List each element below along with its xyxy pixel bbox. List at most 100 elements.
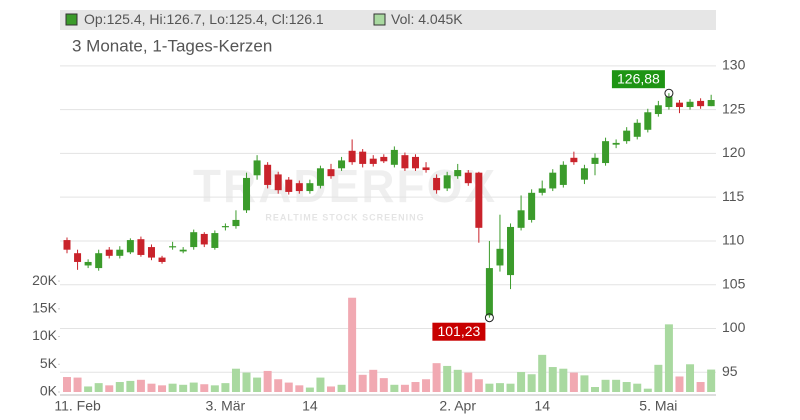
volume-bar	[126, 380, 135, 392]
candle-body	[454, 170, 462, 177]
candle-body	[380, 156, 388, 162]
candle-body	[264, 164, 272, 185]
y-tick-label: 110	[722, 232, 745, 248]
header-price: Op:125.4, Hi:126.7, Lo:125.4, Cl:126.1	[84, 11, 324, 27]
candle-body	[390, 149, 398, 165]
volume-bar	[443, 365, 452, 392]
volume-bar	[316, 377, 325, 392]
volume-bar	[284, 382, 293, 392]
x-tick-label: 14	[302, 398, 318, 414]
volume-bar	[189, 382, 198, 392]
volume-bar	[263, 370, 272, 392]
candle-body	[538, 188, 546, 193]
candle-body	[591, 157, 599, 164]
volume-bar	[633, 383, 642, 392]
candle-body	[570, 157, 578, 163]
volume-bar	[115, 382, 124, 392]
candle-body	[274, 174, 282, 191]
candle-body	[623, 130, 631, 142]
volume-bar	[453, 369, 462, 392]
candle-body	[84, 261, 92, 266]
candle-body	[559, 164, 567, 185]
candle-body	[602, 141, 610, 164]
volume-bar	[295, 385, 304, 392]
volume-bar	[664, 324, 673, 392]
candle-body	[665, 96, 673, 108]
volume-bar	[538, 354, 547, 392]
candle-body	[401, 155, 409, 169]
candle-body	[116, 249, 124, 256]
volume-bar	[158, 385, 167, 392]
volume-bar	[305, 387, 314, 392]
candle-body	[211, 233, 219, 248]
candle-body	[443, 175, 451, 189]
candle-body	[95, 253, 103, 269]
candle-body	[232, 219, 240, 227]
candle-body	[580, 168, 588, 180]
x-tick-label: 5. Mai	[639, 398, 677, 414]
candle-body	[126, 240, 134, 253]
y-tick-label: 95	[722, 363, 738, 379]
candle-body	[507, 226, 515, 276]
volume-bar	[485, 383, 494, 392]
volume-bar	[179, 384, 188, 392]
volume-bar	[337, 384, 346, 392]
candle-body	[105, 249, 113, 256]
candle-body	[147, 247, 155, 258]
volume-bar	[696, 382, 705, 392]
volume-bar	[654, 364, 663, 392]
x-tick-label: 14	[534, 398, 550, 414]
volume-bar	[506, 383, 515, 392]
volume-bar	[105, 385, 114, 392]
volume-bar	[474, 379, 483, 392]
candle-body	[464, 172, 472, 184]
candle-body	[316, 168, 324, 186]
candle-body	[633, 122, 641, 137]
price-swatch	[65, 13, 78, 26]
volume-bar	[432, 363, 441, 392]
subtitle: 3 Monate, 1-Tages-Kerzen	[72, 36, 272, 55]
volume-tick-label: 5K	[40, 355, 58, 371]
candle-body	[179, 249, 187, 252]
candle-body	[169, 246, 177, 248]
volume-bar	[601, 379, 610, 392]
candle-body	[306, 183, 314, 192]
volume-bar	[63, 377, 71, 392]
candle-body	[675, 102, 683, 108]
volume-bar	[517, 372, 526, 392]
y-tick-label: 125	[722, 100, 746, 116]
volume-bar	[411, 382, 420, 392]
header-bar	[60, 10, 716, 30]
volume-bar	[253, 377, 262, 392]
volume-bar	[400, 384, 409, 392]
volume-bar	[242, 372, 251, 392]
candle-body	[190, 232, 198, 248]
volume-bar	[422, 379, 431, 392]
annotation-marker	[484, 313, 494, 323]
candle-body	[485, 268, 493, 316]
annotation-box	[611, 70, 665, 89]
candle-body	[327, 169, 335, 177]
x-tick-label: 3. Mär	[206, 398, 246, 414]
candle-body	[137, 239, 145, 255]
volume-bar	[527, 374, 536, 392]
volume-bar	[580, 375, 589, 392]
candle-body	[221, 226, 229, 228]
volume-bar	[327, 386, 335, 392]
volume-tick-label: 20K	[32, 272, 58, 288]
watermark-sub: REALTIME STOCK SCREENING	[265, 212, 424, 222]
volume-tick-label: 0K	[40, 383, 58, 399]
candle-body	[707, 100, 715, 107]
volume-bar	[168, 383, 177, 392]
volume-bar	[622, 382, 631, 392]
candle-body	[285, 179, 293, 192]
y-tick-label: 130	[722, 57, 746, 73]
candle-body	[359, 151, 367, 164]
candle-body	[74, 253, 82, 262]
volume-tick-label: 10K	[32, 327, 58, 343]
x-tick-label: 2. Apr	[439, 398, 476, 414]
volume-bar	[643, 388, 652, 392]
candle-body	[422, 167, 430, 171]
y-tick-label: 100	[722, 319, 746, 335]
